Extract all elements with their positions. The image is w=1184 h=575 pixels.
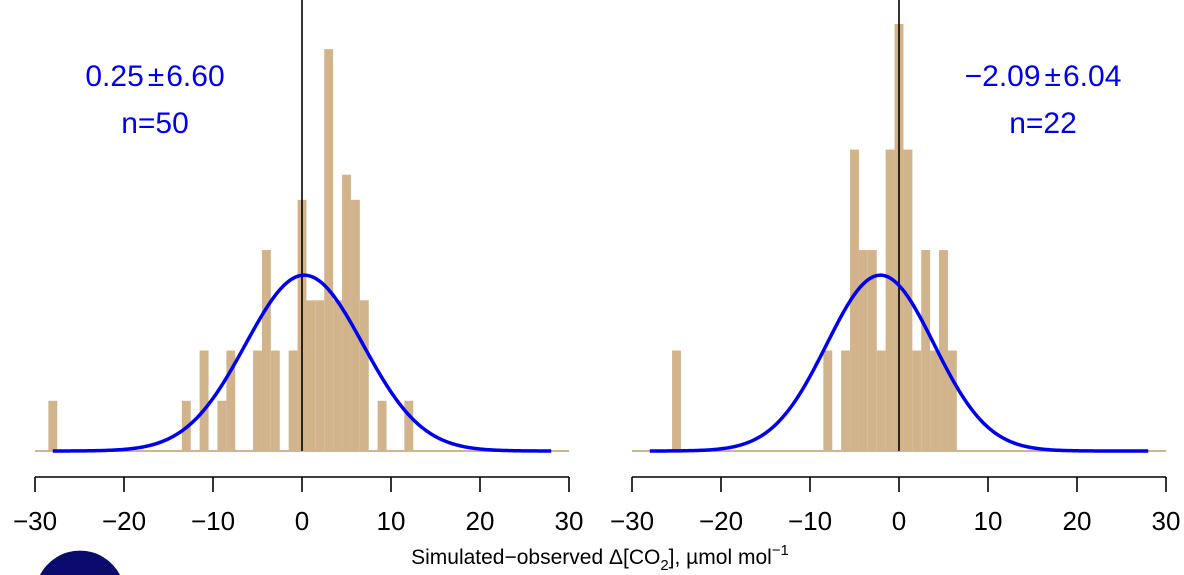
histogram-bar	[921, 250, 931, 451]
histogram-bar	[333, 300, 343, 451]
histogram-bar	[253, 350, 262, 451]
histogram-bar	[306, 300, 316, 451]
x-tick-label: −20	[102, 506, 146, 536]
histogram-bar	[199, 350, 209, 451]
stat-mean-sd: −2.09 ±6.04	[965, 60, 1122, 93]
histogram-bar	[850, 149, 859, 451]
histogram-bar	[912, 350, 922, 451]
histogram-bar	[350, 199, 360, 451]
histogram-bar	[885, 149, 895, 451]
histogram-bar	[867, 250, 877, 451]
histogram-bar	[939, 250, 948, 451]
x-tick-label: 20	[466, 506, 495, 536]
x-tick-label: −10	[788, 506, 832, 536]
histogram-bar	[226, 350, 236, 451]
x-axis-title-unit: ], µmol mol	[669, 546, 772, 569]
x-tick-label: −30	[13, 506, 57, 536]
x-tick-label: 20	[1063, 506, 1092, 536]
x-tick-label: 0	[295, 506, 309, 536]
histogram-bar	[876, 350, 886, 451]
normal-curve	[649, 273, 1149, 453]
panel-2: −30 −20 −10 0 10 20 30 −2.09 ±6.04 n=22	[610, 0, 1181, 536]
histogram-bar	[841, 350, 851, 451]
x-tick-label: 10	[377, 506, 406, 536]
x-axis-title-subscript: 2	[660, 557, 668, 574]
x-tick-label: −10	[191, 506, 235, 536]
stat-plusminus: ±	[1045, 60, 1061, 93]
histogram-bar	[270, 350, 280, 451]
histogram-bar	[261, 250, 271, 451]
histogram-bar	[359, 300, 369, 451]
stat-mean: −2.09	[965, 60, 1041, 93]
histogram-bar	[930, 350, 940, 451]
histogram-bar	[48, 400, 58, 451]
x-tick-label: 0	[892, 506, 906, 536]
x-tick-label: 30	[555, 506, 584, 536]
histogram-bar	[377, 400, 387, 451]
x-tick-label: −30	[610, 506, 654, 536]
stat-mean-sd: 0.25 ±6.60	[85, 60, 224, 93]
stat-sd: 6.04	[1063, 60, 1121, 93]
histogram-bar	[858, 250, 868, 451]
histogram-bar	[903, 149, 913, 451]
normal-curve	[52, 273, 552, 453]
x-tick-label: −20	[699, 506, 743, 536]
histogram-bar	[315, 300, 325, 451]
histogram-bar	[672, 350, 681, 451]
stat-mean: 0.25	[85, 60, 143, 93]
stat-n: n=22	[1009, 107, 1077, 140]
x-tick-label: 30	[1152, 506, 1181, 536]
histogram-bar	[404, 400, 414, 451]
histogram-bar	[324, 49, 334, 451]
x-axis-title-main: Simulated−observed Δ[CO	[411, 546, 660, 569]
stat-sd: 6.60	[166, 60, 224, 93]
histogram-bar	[288, 350, 298, 451]
stat-n: n=50	[121, 107, 189, 140]
stat-plusminus: ±	[148, 60, 164, 93]
panel-1: −30 −20 −10 0 10 20 30 0.25 ±6.60 n=50	[13, 0, 584, 536]
logo-badge	[40, 550, 120, 575]
x-axis-title: Simulated−observed Δ[CO2], µmol mol−1	[411, 542, 789, 574]
x-tick-label: 10	[974, 506, 1003, 536]
histogram-bar	[217, 400, 227, 451]
x-axis-title-superscript: −1	[772, 542, 789, 559]
histogram-bar	[947, 350, 957, 451]
histogram-bar	[823, 350, 833, 451]
